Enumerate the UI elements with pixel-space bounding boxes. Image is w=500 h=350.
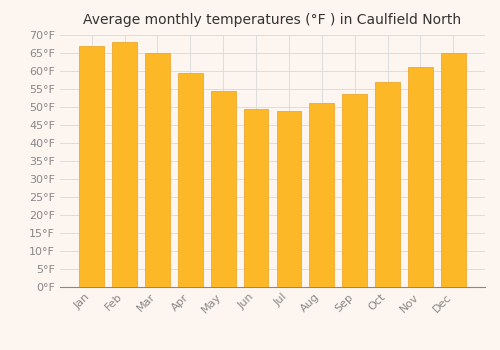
Bar <box>80 46 104 287</box>
Bar <box>276 111 301 287</box>
Bar <box>310 103 334 287</box>
Bar <box>376 82 400 287</box>
Title: Average monthly temperatures (°F ) in Caulfield North: Average monthly temperatures (°F ) in Ca… <box>84 13 462 27</box>
Bar <box>342 94 367 287</box>
Bar <box>112 42 137 287</box>
Bar <box>408 68 433 287</box>
Bar <box>244 109 268 287</box>
Bar <box>178 73 203 287</box>
Bar <box>211 91 236 287</box>
Bar <box>145 53 170 287</box>
Bar <box>441 53 466 287</box>
